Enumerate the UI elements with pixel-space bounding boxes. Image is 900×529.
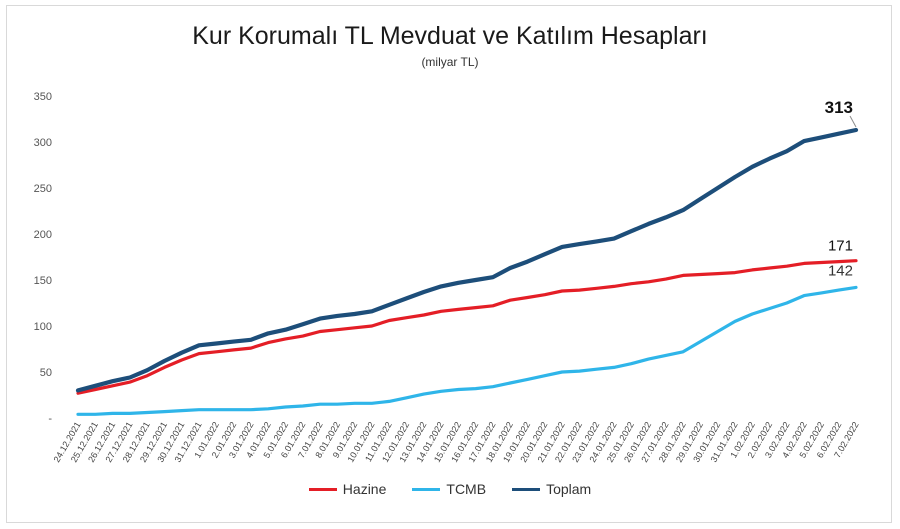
legend-label-hazine: Hazine xyxy=(342,481,387,497)
series-line-hazine xyxy=(76,259,858,395)
legend-swatch-toplam xyxy=(512,487,541,491)
end-label-tcmb: 142 xyxy=(828,262,853,279)
chart-legend: Hazine TCMB Toplam xyxy=(0,481,900,497)
y-tick-label: 350 xyxy=(34,91,52,103)
end-label-hazine: 171 xyxy=(828,238,853,255)
legend-item-tcmb: TCMB xyxy=(412,481,486,497)
series-line-tcmb xyxy=(76,285,858,416)
chart-title: Kur Korumalı TL Mevduat ve Katılım Hesap… xyxy=(192,22,708,50)
legend-swatch-tcmb xyxy=(412,487,441,491)
y-tick-label: 300 xyxy=(34,137,52,149)
legend-item-hazine: Hazine xyxy=(308,481,387,497)
chart-subtitle: (milyar TL) xyxy=(421,55,479,69)
y-tick-label: 100 xyxy=(34,321,52,333)
chart-frame xyxy=(6,5,892,523)
legend-item-toplam: Toplam xyxy=(512,481,591,497)
y-tick-label: - xyxy=(48,413,52,425)
legend-label-toplam: Toplam xyxy=(546,481,592,497)
y-tick-label: 250 xyxy=(34,183,52,195)
y-tick-label: 50 xyxy=(40,367,52,379)
end-label-toplam: 313 xyxy=(825,98,853,117)
legend-swatch-hazine xyxy=(308,487,337,491)
legend-label-tcmb: TCMB xyxy=(446,481,487,497)
y-tick-label: 200 xyxy=(34,229,52,241)
series-line-toplam xyxy=(75,127,859,393)
end-label-leader xyxy=(849,115,857,128)
y-tick-label: 150 xyxy=(34,275,52,287)
